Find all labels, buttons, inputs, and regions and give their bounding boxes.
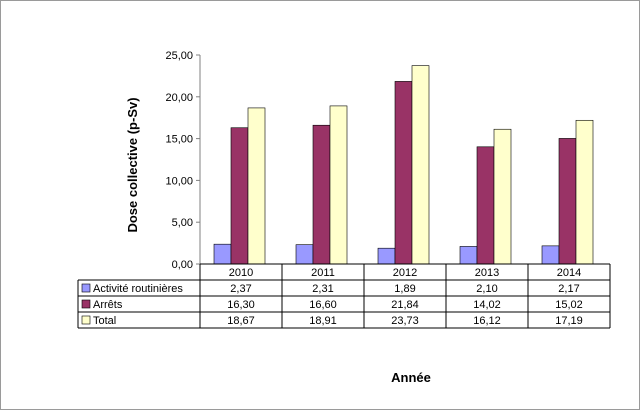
y-axis-title: Dose collective (p-Sv) bbox=[125, 97, 140, 232]
data-label: 2,17 bbox=[558, 283, 579, 295]
data-label: 23,73 bbox=[391, 315, 419, 327]
x-tick-label: 2014 bbox=[557, 267, 581, 279]
bar-arrets-2014 bbox=[558, 138, 577, 265]
y-tick-label: 0,00 bbox=[172, 259, 193, 271]
legend-swatch bbox=[81, 283, 91, 293]
data-label: 14,02 bbox=[473, 299, 501, 311]
data-label: 21,84 bbox=[391, 299, 419, 311]
x-axis-title: Année bbox=[391, 370, 431, 385]
bar-total-2013 bbox=[493, 128, 512, 265]
data-label: 16,12 bbox=[473, 315, 501, 327]
legend-swatch bbox=[81, 315, 91, 325]
bar-activite-2010 bbox=[213, 243, 232, 265]
bar-arrets-2013 bbox=[476, 146, 495, 265]
bar-arrets-2011 bbox=[312, 124, 331, 265]
legend-label: Arrêts bbox=[93, 299, 123, 311]
data-label: 17,19 bbox=[555, 315, 583, 327]
bar-activite-2012 bbox=[377, 247, 396, 265]
y-tick-label: 20,00 bbox=[165, 92, 193, 104]
legend-label: Total bbox=[93, 315, 116, 327]
x-tick-label: 2013 bbox=[475, 267, 499, 279]
data-label: 2,10 bbox=[476, 283, 497, 295]
data-label: 18,91 bbox=[309, 315, 337, 327]
data-label: 16,60 bbox=[309, 299, 337, 311]
x-tick-label: 2012 bbox=[393, 267, 417, 279]
bar-activite-2014 bbox=[541, 245, 560, 265]
data-label: 1,89 bbox=[394, 283, 415, 295]
data-table: 2010 2011 2012 2013 2014 Activité routinières… bbox=[77, 263, 611, 329]
legend-label: Activité routinières bbox=[93, 283, 183, 295]
plot-area: 0,00 5,00 10,00 15,00 20,00 25,00 bbox=[165, 50, 594, 271]
y-tick-label: 25,00 bbox=[165, 50, 193, 62]
data-label: 2,31 bbox=[312, 283, 333, 295]
data-label: 18,67 bbox=[227, 315, 255, 327]
bar-activite-2011 bbox=[295, 244, 314, 265]
bar-arrets-2010 bbox=[230, 127, 249, 265]
data-label: 16,30 bbox=[227, 299, 255, 311]
bar-arrets-2012 bbox=[394, 81, 413, 265]
bar-activite-2013 bbox=[459, 246, 478, 265]
x-tick-label: 2011 bbox=[311, 267, 335, 279]
y-tick-label: 15,00 bbox=[165, 134, 193, 146]
legend-swatch bbox=[81, 299, 91, 309]
bar-total-2014 bbox=[575, 119, 594, 265]
bar-total-2011 bbox=[329, 105, 348, 265]
bar-total-2010 bbox=[247, 107, 266, 265]
data-label: 2,37 bbox=[230, 283, 251, 295]
y-tick-label: 10,00 bbox=[165, 175, 193, 187]
x-tick-label: 2010 bbox=[229, 267, 253, 279]
y-tick-label: 5,00 bbox=[172, 217, 193, 229]
data-label: 15,02 bbox=[555, 299, 583, 311]
bar-total-2012 bbox=[411, 65, 430, 265]
